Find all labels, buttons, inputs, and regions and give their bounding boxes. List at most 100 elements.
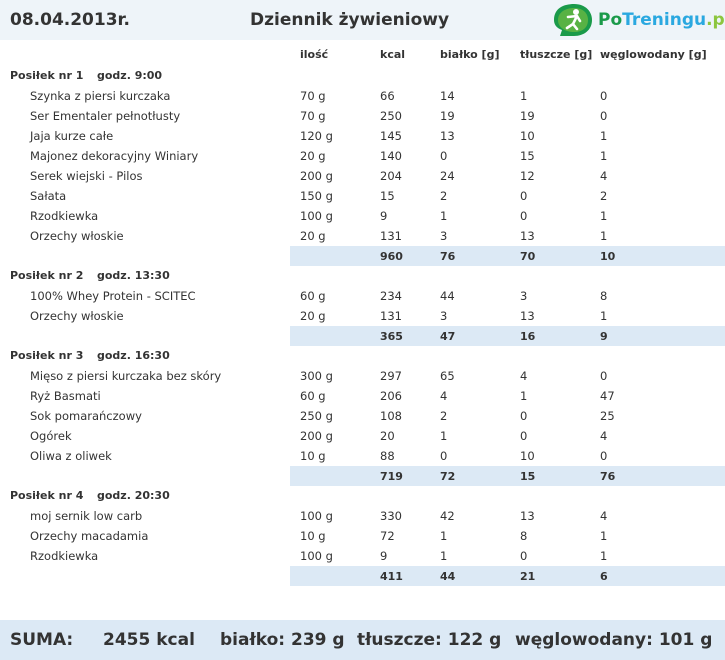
meal-totals-row: 411 44 21 6 <box>0 566 725 586</box>
kcal-cell: 140 <box>380 149 402 163</box>
carbs-cell: 1 <box>600 549 608 563</box>
product-name: Serek wiejski - Pilos <box>30 169 143 183</box>
kcal-cell: 20 <box>380 429 395 443</box>
food-row: Jaja kurze całe 120 g 145 13 10 1 <box>0 126 725 146</box>
meals-table: Posiłek nr 1 godz. 9:00 Szynka z piersi ku… <box>0 66 725 586</box>
product-name: Mięso z piersi kurczaka bez skóry <box>30 369 222 383</box>
column-headers: ilość kcal białko [g] tłuszcze [g] węglowoda… <box>0 48 725 64</box>
carbs-cell: 0 <box>600 89 608 103</box>
quantity-cell: 20 g <box>300 309 326 323</box>
food-row: Ser Ementaler pełnotłusty 70 g 250 19 19 0 <box>0 106 725 126</box>
fat-cell: 0 <box>520 409 528 423</box>
product-name: Ryż Basmati <box>30 389 101 403</box>
total-fat: 70 <box>520 250 536 263</box>
totals-bar <box>290 566 725 586</box>
fat-cell: 8 <box>520 529 528 543</box>
product-name: Orzechy macadamia <box>30 529 149 543</box>
meal-header: Posiłek nr 1 godz. 9:00 <box>0 66 725 86</box>
fat-cell: 13 <box>520 509 535 523</box>
fat-cell: 13 <box>520 229 535 243</box>
quantity-cell: 20 g <box>300 229 326 243</box>
product-name: Ser Ementaler pełnotłusty <box>30 109 181 123</box>
protein-cell: 4 <box>440 389 448 403</box>
carbs-cell: 0 <box>600 369 608 383</box>
kcal-cell: 206 <box>380 389 402 403</box>
protein-cell: 3 <box>440 229 448 243</box>
protein-cell: 3 <box>440 309 448 323</box>
food-row: Sałata 150 g 15 2 0 2 <box>0 186 725 206</box>
logo-text: PoTreningu.pl <box>598 10 725 30</box>
food-row: Serek wiejski - Pilos 200 g 204 24 12 4 <box>0 166 725 186</box>
kcal-cell: 250 <box>380 109 402 123</box>
page-header: 08.04.2013r. Dziennik żywieniowy PoTreni… <box>0 0 725 40</box>
kcal-cell: 131 <box>380 229 402 243</box>
column-header-carbs: węglowodany [g] <box>600 48 707 61</box>
kcal-cell: 145 <box>380 129 402 143</box>
product-name: Szynka z piersi kurczaka <box>30 89 171 103</box>
food-row: Orzechy macadamia 10 g 72 1 8 1 <box>0 526 725 546</box>
kcal-cell: 297 <box>380 369 402 383</box>
total-kcal: 365 <box>380 330 403 343</box>
diary-date: 08.04.2013r. <box>10 10 130 30</box>
protein-cell: 42 <box>440 509 455 523</box>
kcal-cell: 15 <box>380 189 395 203</box>
quantity-cell: 100 g <box>300 209 333 223</box>
product-name: Jaja kurze całe <box>30 129 114 143</box>
carbs-cell: 4 <box>600 429 608 443</box>
total-kcal: 719 <box>380 470 403 483</box>
food-row: Ogórek 200 g 20 1 0 4 <box>0 426 725 446</box>
carbs-cell: 0 <box>600 449 608 463</box>
quantity-cell: 60 g <box>300 389 326 403</box>
protein-cell: 1 <box>440 549 448 563</box>
carbs-cell: 1 <box>600 209 608 223</box>
carbs-cell: 8 <box>600 289 608 303</box>
protein-cell: 13 <box>440 129 455 143</box>
protein-cell: 65 <box>440 369 455 383</box>
fat-cell: 0 <box>520 429 528 443</box>
kcal-cell: 88 <box>380 449 395 463</box>
quantity-cell: 250 g <box>300 409 333 423</box>
kcal-cell: 108 <box>380 409 402 423</box>
total-fat: 16 <box>520 330 536 343</box>
quantity-cell: 60 g <box>300 289 326 303</box>
fat-cell: 19 <box>520 109 535 123</box>
product-name: Ogórek <box>30 429 72 443</box>
meal-block: Posiłek nr 2 godz. 13:30 100% Whey Protein… <box>0 266 725 346</box>
kcal-cell: 234 <box>380 289 402 303</box>
quantity-cell: 150 g <box>300 189 333 203</box>
summary-carbs: węglowodany: 101 g <box>515 630 713 650</box>
total-kcal: 411 <box>380 570 403 583</box>
food-row: Rzodkiewka 100 g 9 1 0 1 <box>0 206 725 226</box>
carbs-cell: 4 <box>600 169 608 183</box>
product-name: Sałata <box>30 189 67 203</box>
food-row: Rzodkiewka 100 g 9 1 0 1 <box>0 546 725 566</box>
fat-cell: 15 <box>520 149 535 163</box>
quantity-cell: 70 g <box>300 89 326 103</box>
fat-cell: 13 <box>520 309 535 323</box>
fat-cell: 12 <box>520 169 535 183</box>
product-name: Majonez dekoracyjny Winiary <box>30 149 199 163</box>
carbs-cell: 1 <box>600 149 608 163</box>
fat-cell: 10 <box>520 129 535 143</box>
kcal-cell: 72 <box>380 529 395 543</box>
quantity-cell: 120 g <box>300 129 333 143</box>
fat-cell: 0 <box>520 209 528 223</box>
total-carbs: 9 <box>600 330 608 343</box>
product-name: Rzodkiewka <box>30 549 99 563</box>
product-name: Sok pomarańczowy <box>30 409 142 423</box>
carbs-cell: 1 <box>600 229 608 243</box>
quantity-cell: 300 g <box>300 369 333 383</box>
meal-time: godz. 20:30 <box>97 489 170 502</box>
protein-cell: 0 <box>440 449 448 463</box>
meal-block: Posiłek nr 3 godz. 16:30 Mięso z piersi ku… <box>0 346 725 486</box>
food-row: Ryż Basmati 60 g 206 4 1 47 <box>0 386 725 406</box>
product-name: Orzechy włoskie <box>30 309 124 323</box>
total-kcal: 960 <box>380 250 403 263</box>
quantity-cell: 200 g <box>300 169 333 183</box>
total-carbs: 6 <box>600 570 608 583</box>
meal-totals-row: 365 47 16 9 <box>0 326 725 346</box>
carbs-cell: 2 <box>600 189 608 203</box>
potreningu-logo[interactable]: PoTreningu.pl <box>550 2 725 38</box>
totals-bar <box>290 246 725 266</box>
quantity-cell: 10 g <box>300 529 326 543</box>
